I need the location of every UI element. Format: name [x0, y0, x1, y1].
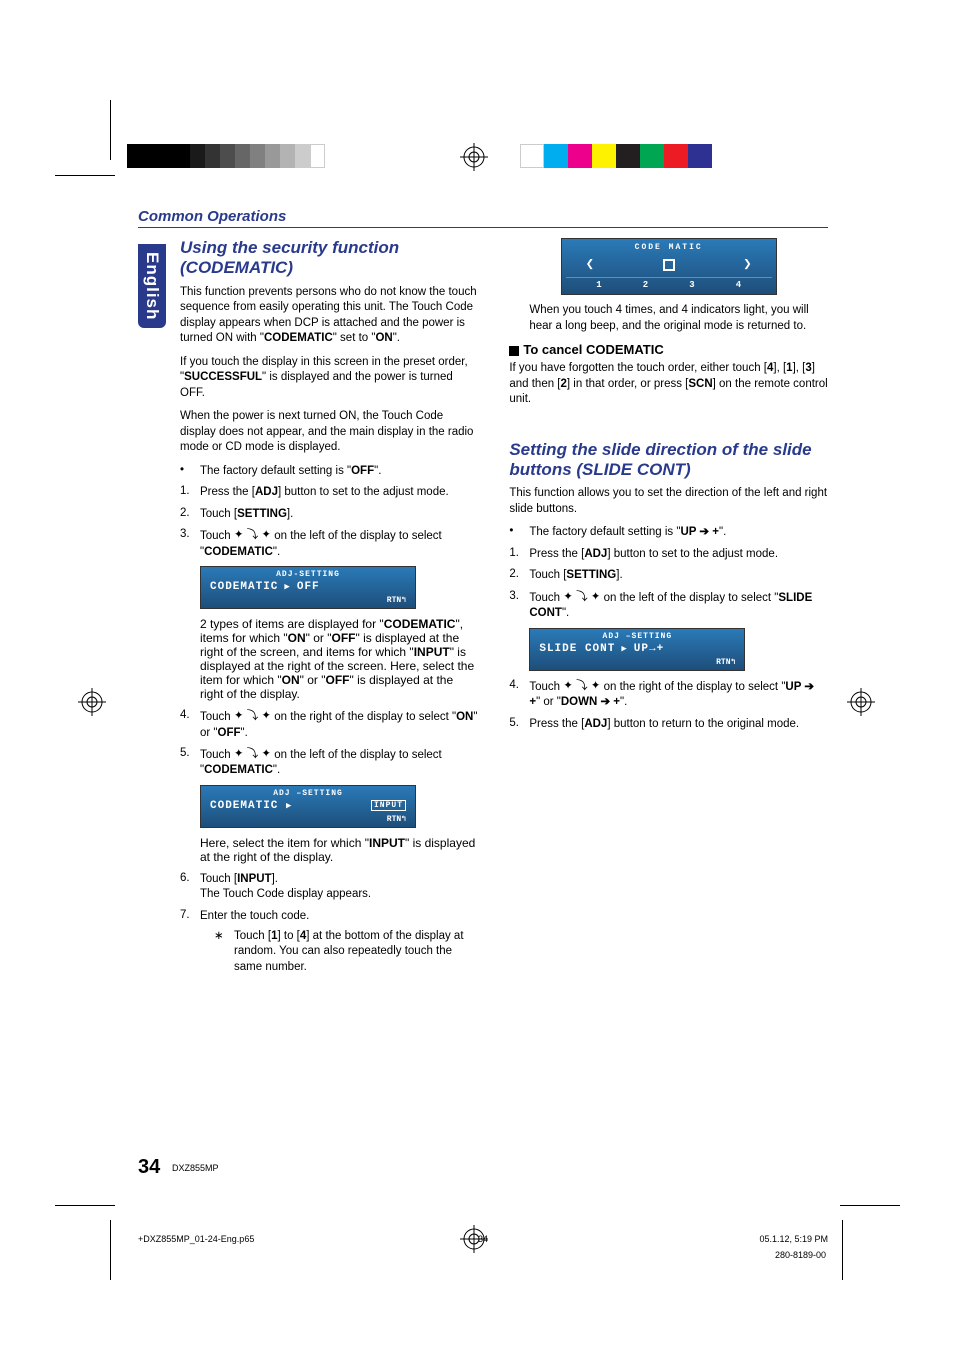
crop-mark	[110, 100, 111, 160]
step-4: 4.Touch ✦ ⤵ ✦ on the right of the displa…	[180, 709, 479, 741]
box-icon	[663, 259, 675, 271]
lcd-header: ADJ –SETTING	[533, 632, 741, 641]
updown-arrow-icon: ✦ ⤵ ✦	[234, 747, 271, 763]
slide-step-2: 2.Touch [SETTING].	[509, 568, 828, 584]
cancel-paragraph: If you have forgotten the touch order, e…	[509, 361, 828, 408]
explain-paragraph-2: Here, select the item for which "INPUT" …	[200, 836, 479, 864]
step-7: 7.Enter the touch code. ∗Touch [1] to [4…	[180, 909, 479, 981]
cancel-subhead: To cancel CODEMATIC	[509, 342, 828, 357]
crop-mark	[840, 1205, 900, 1206]
right-column: CODE MATIC ❮ ❯ 1 2 3 4 When you touch 4 …	[509, 238, 828, 987]
footer-datetime: 05.1.12, 5:19 PM	[759, 1234, 828, 1244]
lcd-codematic-screen: CODE MATIC ❮ ❯ 1 2 3 4	[561, 238, 777, 295]
slide-factory-bullet: •The factory default setting is "UP ➔ +"…	[509, 525, 828, 541]
step-3: 3.Touch ✦ ⤵ ✦ on the left of the display…	[180, 528, 479, 560]
registration-mark-icon	[460, 143, 488, 171]
code-digit: 4	[736, 280, 741, 290]
lcd-header: ADJ-SETTING	[204, 570, 412, 579]
page-model: DXZ855MP	[172, 1163, 219, 1173]
page-content: Common Operations Using the security fun…	[138, 208, 828, 987]
crop-mark	[842, 1220, 843, 1280]
explain-paragraph: 2 types of items are displayed for "CODE…	[200, 617, 479, 701]
print-color-bar-right	[520, 144, 712, 168]
square-bullet-icon	[509, 346, 519, 356]
intro-paragraph: This function prevents persons who do no…	[180, 285, 479, 347]
intro-paragraph-3: When the power is next turned ON, the To…	[180, 409, 479, 456]
code-digit: 1	[596, 280, 601, 290]
page-number: 34	[138, 1156, 160, 1179]
step-2: 2.Touch [SETTING].	[180, 507, 479, 523]
intro-paragraph-2: If you touch the display in this screen …	[180, 355, 479, 402]
step-1: 1.Press the [ADJ] button to set to the a…	[180, 485, 479, 501]
updown-arrow-icon: ✦ ⤵ ✦	[234, 709, 271, 725]
left-arrow-icon: ❮	[586, 256, 594, 273]
registration-mark-icon	[847, 688, 875, 716]
lcd-header: CODE MATIC	[566, 243, 772, 252]
section-header: Common Operations	[138, 208, 828, 228]
lcd-screenshot-2: ADJ –SETTING CODEMATIC ▶INPUT RTN↰	[200, 785, 416, 828]
footer-page: 34	[478, 1234, 488, 1244]
left-column: Using the security function (CODEMATIC) …	[180, 238, 479, 987]
step-5: 5.Touch ✦ ⤵ ✦ on the left of the display…	[180, 747, 479, 779]
slide-step-5: 5.Press the [ADJ] button to return to th…	[509, 717, 828, 733]
updown-arrow-icon: ✦ ⤵ ✦	[563, 679, 600, 695]
footer-row: +DXZ855MP_01-24-Eng.p65 34 05.1.12, 5:19…	[138, 1234, 828, 1244]
lcd-header: ADJ –SETTING	[204, 789, 412, 798]
crop-mark	[55, 175, 115, 176]
slide-intro: This function allows you to set the dire…	[509, 486, 828, 517]
after-lcd-text: When you touch 4 times, and 4 indicators…	[529, 303, 828, 334]
updown-arrow-icon: ✦ ⤵ ✦	[563, 590, 600, 606]
footer-file: +DXZ855MP_01-24-Eng.p65	[138, 1234, 254, 1244]
right-arrow-icon: ❯	[743, 256, 751, 273]
slide-step-1: 1.Press the [ADJ] button to set to the a…	[509, 547, 828, 563]
print-color-bar-left	[127, 144, 325, 168]
language-tab: English	[138, 244, 166, 328]
crop-mark	[55, 1205, 115, 1206]
code-digit: 3	[689, 280, 694, 290]
slide-step-3: 3.Touch ✦ ⤵ ✦ on the left of the display…	[509, 590, 828, 622]
factory-default-bullet: •The factory default setting is "OFF".	[180, 464, 479, 480]
heading-slide-cont: Setting the slide direction of the slide…	[509, 440, 828, 481]
step-6: 6.Touch [INPUT].The Touch Code display a…	[180, 872, 479, 903]
registration-mark-icon	[78, 688, 106, 716]
heading-codematic: Using the security function (CODEMATIC)	[180, 238, 479, 279]
code-digit: 2	[643, 280, 648, 290]
crop-mark	[110, 1220, 111, 1280]
lcd-screenshot-3: ADJ –SETTING SLIDE CONT▶UP→+ RTN↰	[529, 628, 745, 671]
footer-code: 280-8189-00	[775, 1250, 826, 1260]
updown-arrow-icon: ✦ ⤵ ✦	[234, 528, 271, 544]
lcd-screenshot-1: ADJ-SETTING CODEMATIC▶OFF RTN↰	[200, 566, 416, 609]
slide-step-4: 4.Touch ✦ ⤵ ✦ on the right of the displa…	[509, 679, 828, 711]
